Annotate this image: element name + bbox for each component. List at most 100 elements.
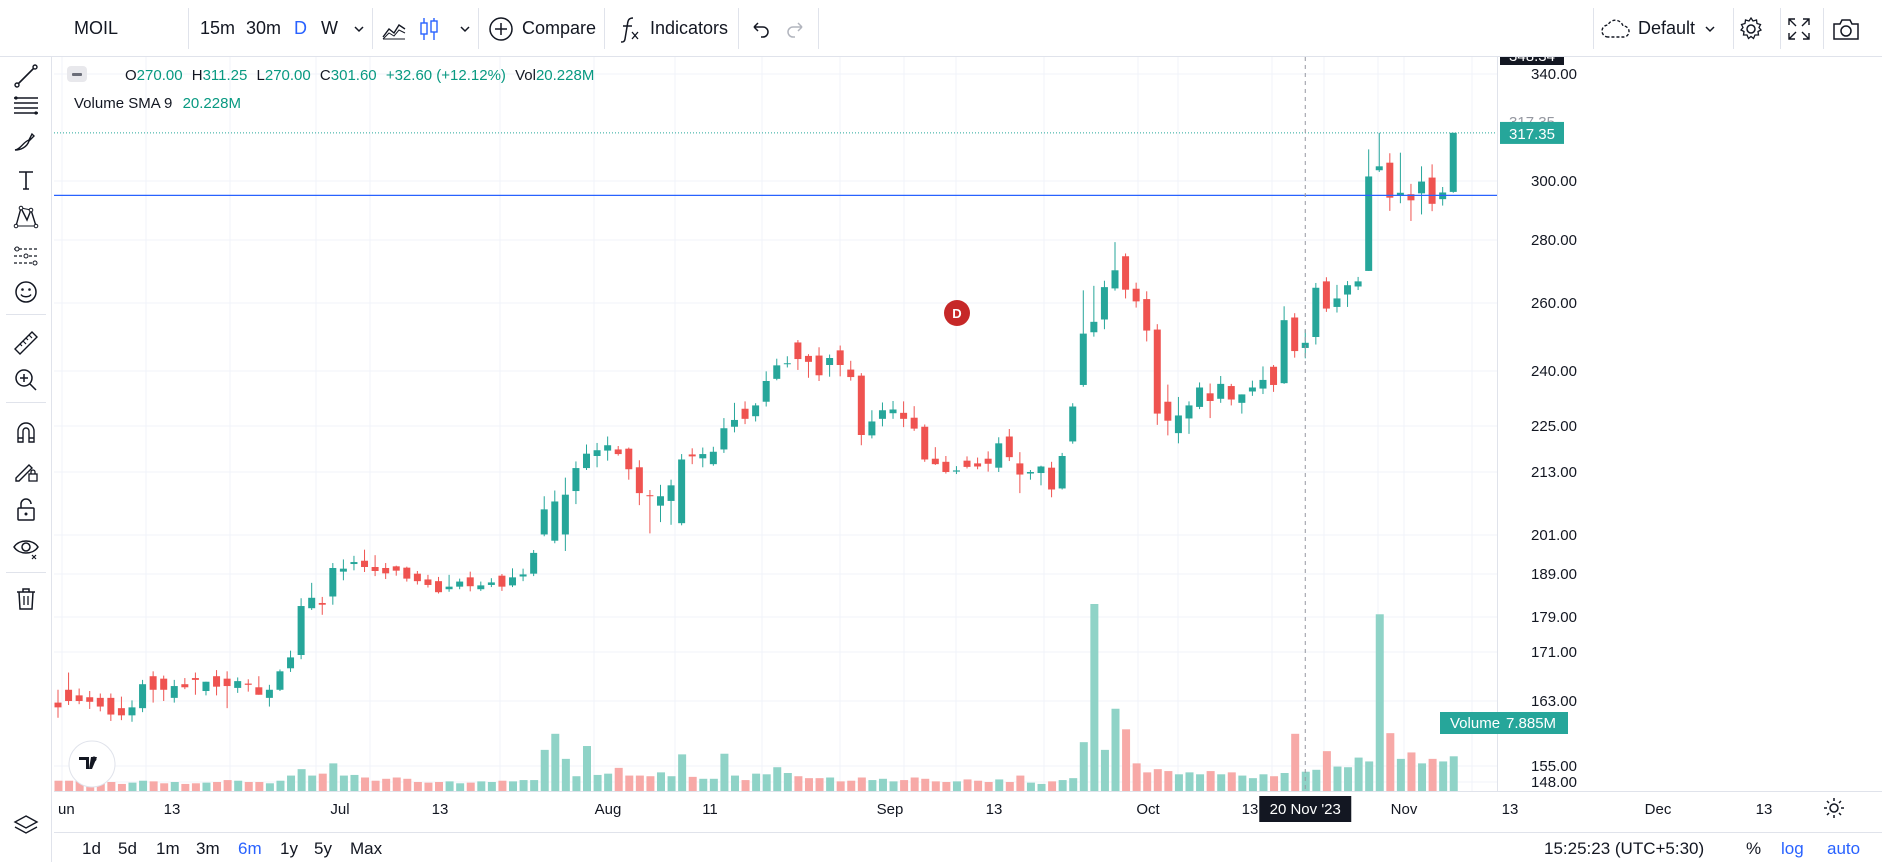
scale-settings-icon[interactable] bbox=[1824, 798, 1844, 818]
lock-drawing-icon[interactable] bbox=[8, 452, 44, 488]
volume-bar bbox=[223, 780, 232, 791]
candle-body bbox=[1248, 387, 1256, 392]
volume-bar bbox=[709, 778, 718, 791]
sma-legend[interactable]: Volume SMA 9 20.228M bbox=[74, 95, 241, 112]
candle-body bbox=[1111, 270, 1119, 289]
object-tree-icon[interactable] bbox=[8, 808, 44, 844]
last-price-box bbox=[1500, 121, 1564, 144]
volume-bar bbox=[1449, 756, 1458, 791]
bottom-toolbar: 1d 5d 1m 3m 6m 1y 5y Max 15:25:23 (UTC+5… bbox=[54, 832, 1882, 862]
brush-icon[interactable] bbox=[8, 124, 44, 160]
candle-body bbox=[720, 428, 728, 450]
candle-body bbox=[625, 448, 633, 470]
indicators-button[interactable]: Indicators bbox=[618, 0, 728, 57]
redo-button[interactable] bbox=[784, 0, 808, 57]
gear-spokes bbox=[1824, 798, 1844, 818]
volume-bar bbox=[75, 780, 84, 791]
eye-icon[interactable] bbox=[8, 529, 44, 565]
range-5y[interactable]: 5y bbox=[314, 839, 332, 858]
range-3m[interactable]: 3m bbox=[196, 839, 220, 858]
log-toggle[interactable]: log bbox=[1781, 839, 1804, 858]
volume-bar bbox=[540, 749, 549, 791]
compare-button[interactable]: Compare bbox=[488, 0, 596, 57]
percent-toggle[interactable]: % bbox=[1746, 839, 1762, 858]
range-1d[interactable]: 1d bbox=[82, 839, 101, 858]
candle-body bbox=[139, 684, 147, 709]
fullscreen-button[interactable] bbox=[1786, 0, 1812, 57]
volume-bar bbox=[181, 783, 190, 791]
prediction-icon[interactable] bbox=[8, 237, 44, 273]
volume-bar bbox=[96, 783, 105, 791]
interval-15m[interactable]: 15m bbox=[200, 0, 235, 57]
settings-button[interactable] bbox=[1737, 0, 1765, 57]
symbol-search[interactable]: MOIL bbox=[74, 0, 118, 57]
timezone-clock[interactable]: 15:25:23 (UTC+5:30) bbox=[1544, 839, 1705, 858]
candle-body bbox=[572, 468, 580, 492]
candle-body bbox=[1375, 166, 1383, 171]
candle-body bbox=[1217, 383, 1225, 399]
range-1m[interactable]: 1m bbox=[156, 839, 180, 858]
candle-body bbox=[551, 501, 559, 541]
range-6m[interactable]: 6m bbox=[238, 839, 262, 858]
volume-bar bbox=[498, 780, 507, 791]
price-tick-label: 179.00 bbox=[1531, 609, 1577, 626]
volume-bar bbox=[667, 776, 676, 791]
emoji-icon[interactable] bbox=[8, 274, 44, 310]
legend-collapse-button[interactable] bbox=[67, 66, 87, 82]
fib-retracement-icon[interactable] bbox=[8, 86, 44, 122]
candle-body bbox=[318, 602, 326, 605]
undo-icon bbox=[753, 21, 769, 38]
range-max[interactable]: Max bbox=[350, 839, 383, 858]
volume-bar bbox=[889, 781, 898, 791]
candle-body bbox=[54, 702, 62, 708]
volume-bar bbox=[868, 780, 877, 791]
candle-body bbox=[699, 454, 707, 459]
candle-body bbox=[995, 443, 1003, 468]
screenshot-button[interactable] bbox=[1831, 0, 1861, 57]
toolbar-divider bbox=[738, 8, 739, 49]
undo-button[interactable] bbox=[748, 0, 772, 57]
chart-canvas[interactable]: D 340.00 300.00 280.00 260.00 240.00 225.00 213… bbox=[54, 0, 1882, 832]
price-tick-label: 260.00 bbox=[1531, 295, 1577, 312]
volume-bar bbox=[1375, 614, 1384, 791]
sma-label: Volume SMA 9 bbox=[74, 95, 173, 112]
price-tick-label: 240.00 bbox=[1531, 363, 1577, 380]
layout-button[interactable]: Default bbox=[1600, 0, 1717, 57]
range-1y[interactable]: 1y bbox=[280, 839, 298, 858]
candle-body bbox=[1153, 329, 1161, 414]
auto-toggle[interactable]: auto bbox=[1827, 839, 1861, 858]
candle-body bbox=[149, 676, 157, 690]
magnet-icon[interactable] bbox=[8, 414, 44, 450]
ruler-icon[interactable] bbox=[8, 325, 44, 361]
interval-30m[interactable]: 30m bbox=[246, 0, 281, 57]
interval-d[interactable]: D bbox=[294, 0, 307, 57]
text-icon[interactable] bbox=[8, 162, 44, 198]
interval-dropdown[interactable] bbox=[352, 0, 366, 57]
volume-bar bbox=[720, 753, 729, 791]
volume-bar bbox=[149, 781, 158, 791]
volume-bar bbox=[1016, 775, 1025, 791]
candle-body bbox=[1238, 394, 1246, 403]
zoom-in-icon[interactable] bbox=[8, 362, 44, 398]
volume-bar bbox=[287, 775, 296, 791]
interval-w[interactable]: W bbox=[321, 0, 338, 57]
pattern-icon[interactable] bbox=[8, 199, 44, 235]
trend-line-icon[interactable] bbox=[8, 58, 44, 94]
candle-body bbox=[794, 342, 802, 360]
volume-label: Vol bbox=[515, 67, 536, 84]
chart-type-dropdown[interactable] bbox=[458, 0, 472, 57]
candle-body bbox=[1069, 406, 1077, 442]
change-value: +32.60 (+12.12%) bbox=[385, 67, 506, 84]
chart-pane[interactable]: D 340.00 300.00 280.00 260.00 240.00 225.00 213… bbox=[54, 0, 1882, 862]
unlock-icon[interactable] bbox=[8, 491, 44, 527]
candle-chart-button[interactable] bbox=[416, 0, 442, 57]
volume-bar bbox=[139, 780, 148, 791]
candle-body bbox=[234, 681, 242, 688]
candle-body bbox=[1079, 333, 1087, 385]
range-5d[interactable]: 5d bbox=[118, 839, 137, 858]
volume-bar bbox=[329, 763, 338, 791]
trash-icon[interactable] bbox=[8, 580, 44, 616]
candle-body bbox=[921, 426, 929, 460]
area-chart-button[interactable] bbox=[380, 0, 408, 57]
volume-bar bbox=[1196, 774, 1205, 791]
